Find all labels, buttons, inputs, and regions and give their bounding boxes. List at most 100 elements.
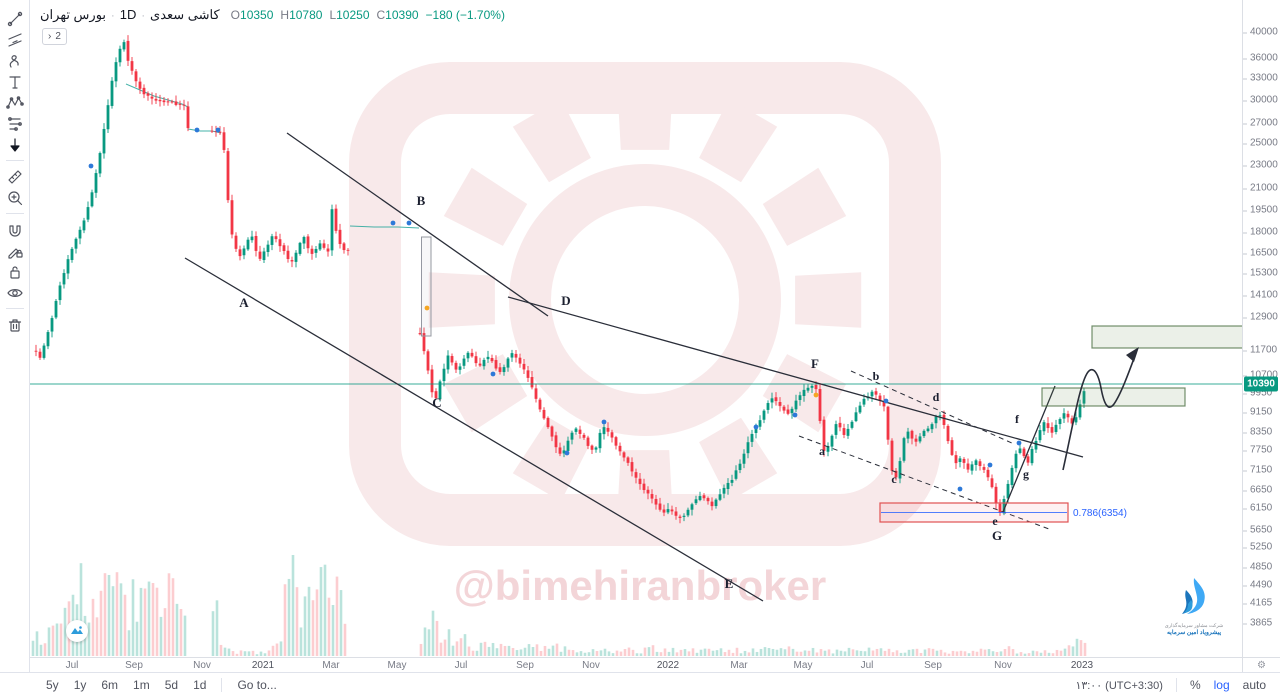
gap-highlight-box[interactable] [421, 236, 432, 337]
close-line-segment [349, 225, 420, 229]
percent-scale-button[interactable]: % [1189, 678, 1201, 692]
chevron-right-icon: › [48, 31, 52, 42]
goto-button[interactable]: Go to... [237, 678, 277, 692]
xabcd-pattern-tool-icon[interactable] [2, 92, 28, 113]
fib-level-label: 0.786(6354) [1073, 508, 1127, 519]
time-tick-Sep: Sep [125, 660, 143, 671]
wave-label-A[interactable]: A [239, 295, 249, 310]
time-tick-May: May [793, 660, 813, 671]
chart-canvas[interactable]: @bimehiranbroker 0.786(6354) B A C D E F Ga b c d e f… [30, 0, 1244, 657]
range-button-5y[interactable]: 5y [46, 678, 59, 692]
dashed-trend-line[interactable] [850, 370, 1015, 445]
event-marker-dot[interactable] [1016, 440, 1022, 446]
event-marker-dot[interactable] [601, 419, 607, 425]
target-zone-lower[interactable] [1041, 387, 1186, 407]
open-key: O [230, 8, 241, 22]
event-marker-dot[interactable] [883, 398, 889, 404]
drawing-mode-lock-tool-icon[interactable] [2, 240, 28, 261]
zoom-in-tool-icon[interactable] [2, 187, 28, 208]
event-marker-dot[interactable] [490, 371, 496, 377]
event-marker-dot[interactable] [88, 163, 94, 169]
event-marker-dot-orange[interactable] [813, 392, 819, 398]
price-tick-21000: 21000 [1243, 183, 1280, 194]
ruler-tool-icon[interactable] [2, 166, 28, 187]
trend-line-tool-icon[interactable] [2, 8, 28, 29]
wave-label-e[interactable]: e [992, 514, 998, 528]
drawing-toolbar [0, 0, 30, 672]
event-marker-dot[interactable] [957, 486, 963, 492]
axis-settings-gear-icon[interactable]: ⚙ [1242, 657, 1280, 672]
wave-label-d[interactable]: d [933, 390, 940, 404]
range-group: 5y 1y 6m 1m 5d 1d Go to... [46, 678, 277, 692]
time-tick-2021: 2021 [251, 660, 275, 671]
wave-label-C[interactable]: C [432, 395, 441, 410]
wave-label-B[interactable]: B [417, 193, 426, 208]
price-tick-33000: 33000 [1243, 73, 1280, 84]
hide-all-tool-icon[interactable] [2, 282, 28, 303]
low-key: L [329, 8, 337, 22]
wave-label-f[interactable]: f [1015, 412, 1020, 426]
forecast-tool-icon[interactable] [2, 113, 28, 134]
magnet-tool-icon[interactable] [2, 219, 28, 240]
remove-all-tool-icon[interactable] [2, 314, 28, 335]
event-marker-dot[interactable] [792, 412, 798, 418]
event-marker-dot[interactable] [390, 220, 396, 226]
scale-group: ۱۳:۰۰ (UTC+3:30) % log auto [1075, 678, 1266, 692]
legend-interval[interactable]: 1D [119, 7, 137, 22]
brush-tool-icon[interactable] [2, 50, 28, 71]
legend-collapse-button[interactable]: › 2 [42, 28, 67, 45]
mountain-logo-icon [71, 626, 83, 634]
price-tick-4490: 4490 [1243, 580, 1280, 591]
change-value: −180 (−1.70%) [425, 8, 505, 22]
text-tool-icon[interactable] [2, 71, 28, 92]
event-marker-dot[interactable] [406, 220, 412, 226]
price-axis[interactable]: 10390 40000 36000 33000 30000 27000 25000 2300… [1242, 0, 1280, 657]
high-key: H [280, 8, 290, 22]
price-tick-40000: 40000 [1243, 27, 1280, 38]
clock-label[interactable]: ۱۳:۰۰ (UTC+3:30) [1075, 679, 1163, 692]
projection-arrow[interactable] [1062, 352, 1137, 471]
time-tick-2023: 2023 [1070, 660, 1094, 671]
price-tick-9150: 9150 [1243, 407, 1280, 418]
time-tick-Jul: Jul [454, 660, 468, 671]
event-marker-dot-orange[interactable] [424, 305, 430, 311]
event-marker-dot[interactable] [753, 424, 759, 430]
auto-scale-button[interactable]: auto [1242, 678, 1266, 692]
chart-logo-button[interactable] [66, 620, 88, 642]
price-tick-11700: 11700 [1243, 345, 1280, 356]
legend-symbol[interactable]: کاشی سعدی [150, 7, 220, 22]
wave-label-c[interactable]: c [891, 472, 897, 486]
time-tick-Jul: Jul [65, 660, 79, 671]
price-tick-8350: 8350 [1243, 427, 1280, 438]
legend-exchange[interactable]: بورس تهران [40, 7, 107, 22]
wave-label-a[interactable]: a [819, 444, 825, 458]
target-zone-upper[interactable] [1091, 325, 1244, 349]
wave-label-E[interactable]: E [725, 576, 734, 591]
range-button-5d[interactable]: 5d [164, 678, 179, 692]
lock-all-tool-icon[interactable] [2, 261, 28, 282]
wave-label-D[interactable]: D [561, 293, 570, 308]
time-tick-Mar: Mar [730, 660, 748, 671]
arrow-marker-tool-icon[interactable] [2, 134, 28, 155]
range-button-1m[interactable]: 1m [133, 678, 150, 692]
wave-label-g[interactable]: g [1023, 467, 1029, 481]
range-button-1y[interactable]: 1y [73, 678, 87, 692]
price-tick-5650: 5650 [1243, 525, 1280, 536]
range-button-1d[interactable]: 1d [193, 678, 207, 692]
event-marker-dot[interactable] [194, 127, 200, 133]
trend-line-drawing[interactable] [184, 257, 764, 602]
wave-label-b[interactable]: b [873, 369, 880, 383]
fib-channel-tool-icon[interactable] [2, 29, 28, 50]
range-button-6m[interactable]: 6m [101, 678, 119, 692]
log-scale-button[interactable]: log [1213, 678, 1230, 692]
event-marker-dot[interactable] [215, 127, 221, 133]
trend-line-drawing[interactable] [286, 132, 549, 317]
wave-label-G[interactable]: G [992, 528, 1002, 543]
trend-line-drawing[interactable] [507, 296, 1084, 458]
time-axis[interactable]: Jul Sep Nov 2021 Mar May Jul Sep Nov 2022 Mar May Ju… [30, 657, 1242, 673]
event-marker-dot[interactable] [987, 462, 993, 468]
event-marker-dot[interactable] [564, 450, 570, 456]
trend-line-drawing[interactable] [1002, 385, 1056, 513]
wave-label-F[interactable]: F [811, 356, 819, 371]
